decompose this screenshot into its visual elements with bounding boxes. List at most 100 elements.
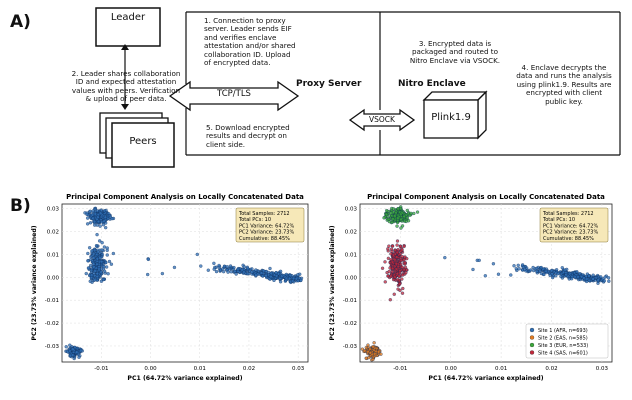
data-point: [395, 239, 400, 243]
data-point: [84, 271, 88, 276]
panel-b-label: B): [10, 196, 31, 216]
data-point: [602, 279, 607, 283]
scatter-points: [64, 206, 304, 361]
data-point: [105, 253, 109, 257]
data-point: [70, 353, 75, 357]
data-point: [278, 269, 283, 273]
data-point: [396, 207, 400, 211]
data-point: [64, 345, 68, 349]
data-point: [96, 250, 100, 254]
data-point: [573, 275, 577, 279]
y-tick-label: -0.03: [343, 344, 358, 350]
data-point: [110, 217, 114, 221]
data-point: [606, 276, 611, 280]
data-point: [409, 211, 413, 216]
step-3-text: 3. Encrypted data is packaged and routed …: [409, 39, 501, 65]
data-point: [491, 262, 496, 266]
data-point: [246, 266, 250, 270]
data-point: [229, 270, 233, 274]
leader-arrow-head-up: [121, 44, 129, 50]
data-point: [591, 277, 595, 281]
legend-marker: [529, 327, 535, 333]
data-point: [214, 269, 219, 274]
data-point: [364, 345, 368, 350]
stats-line: PC1 Variance: 64.72%: [543, 223, 598, 229]
data-point: [71, 347, 75, 351]
data-point: [102, 209, 107, 213]
data-point: [548, 273, 552, 278]
data-point: [395, 251, 400, 255]
data-point: [98, 211, 103, 215]
data-point: [89, 268, 94, 273]
stats-line: PC1 Variance: 64.72%: [239, 223, 294, 229]
data-point: [398, 270, 402, 275]
data-point: [564, 272, 568, 277]
x-tick-label: 0.03: [292, 366, 305, 372]
data-point: [88, 209, 92, 213]
data-point: [400, 265, 404, 269]
data-point: [575, 270, 579, 274]
data-point: [534, 266, 539, 271]
step-1-text: 1. Connection to proxy server. Leader sen…: [204, 16, 296, 68]
data-point: [274, 270, 278, 275]
data-point: [284, 272, 289, 277]
data-point: [392, 292, 396, 296]
stats-line: PC2 Variance: 23.73%: [543, 230, 598, 236]
data-point: [516, 263, 520, 267]
x-axis-label: PC1 (64.72% variance explained): [428, 375, 543, 382]
data-point: [172, 265, 177, 270]
data-point: [278, 280, 283, 284]
data-point: [383, 280, 387, 284]
data-point: [398, 288, 402, 293]
legend-entry: Site 3 (EUR, n=533): [538, 343, 588, 349]
data-point: [390, 244, 395, 248]
y-tick-label: -0.01: [343, 298, 357, 304]
x-tick-label: 0.01: [495, 366, 507, 372]
data-point: [360, 347, 365, 351]
data-point: [259, 271, 264, 275]
y-tick-label: 0.00: [345, 275, 358, 281]
pca-chart-right: Principal Component Analysis on Locally …: [329, 193, 613, 382]
chart-title: Principal Component Analysis on Locally …: [66, 193, 304, 201]
leader-label: Leader: [110, 12, 146, 23]
data-point: [396, 216, 400, 220]
data-point: [199, 264, 203, 268]
data-point: [103, 215, 108, 219]
data-point: [517, 267, 521, 271]
data-point: [91, 209, 95, 213]
data-point: [542, 272, 546, 277]
data-point: [599, 275, 603, 279]
data-point: [382, 216, 386, 220]
data-point: [556, 271, 560, 276]
data-point: [563, 268, 567, 272]
y-tick-label: 0.03: [47, 207, 60, 213]
data-point: [268, 266, 272, 271]
data-point: [594, 276, 599, 280]
data-point: [100, 248, 104, 252]
data-point: [242, 265, 246, 269]
data-point: [107, 259, 112, 264]
data-point: [399, 226, 403, 230]
data-point: [87, 246, 92, 250]
legend-marker: [529, 350, 535, 355]
legend-marker: [529, 342, 535, 348]
data-point: [398, 252, 402, 256]
y-tick-label: -0.03: [45, 344, 60, 350]
data-point: [412, 211, 416, 216]
data-point: [389, 274, 393, 278]
data-point: [514, 267, 518, 271]
data-point: [90, 213, 95, 217]
panel-a-label: A): [10, 12, 31, 32]
data-point: [102, 245, 107, 249]
data-point: [390, 270, 394, 274]
data-point: [395, 224, 399, 228]
nitro-enclave-label: Nitro Enclave: [398, 79, 466, 89]
data-point: [391, 253, 396, 257]
data-point: [539, 265, 543, 270]
data-point: [102, 219, 106, 223]
data-point: [85, 222, 90, 226]
data-point: [405, 256, 409, 261]
data-point: [105, 248, 109, 252]
data-point: [95, 274, 99, 279]
data-point: [603, 275, 607, 279]
